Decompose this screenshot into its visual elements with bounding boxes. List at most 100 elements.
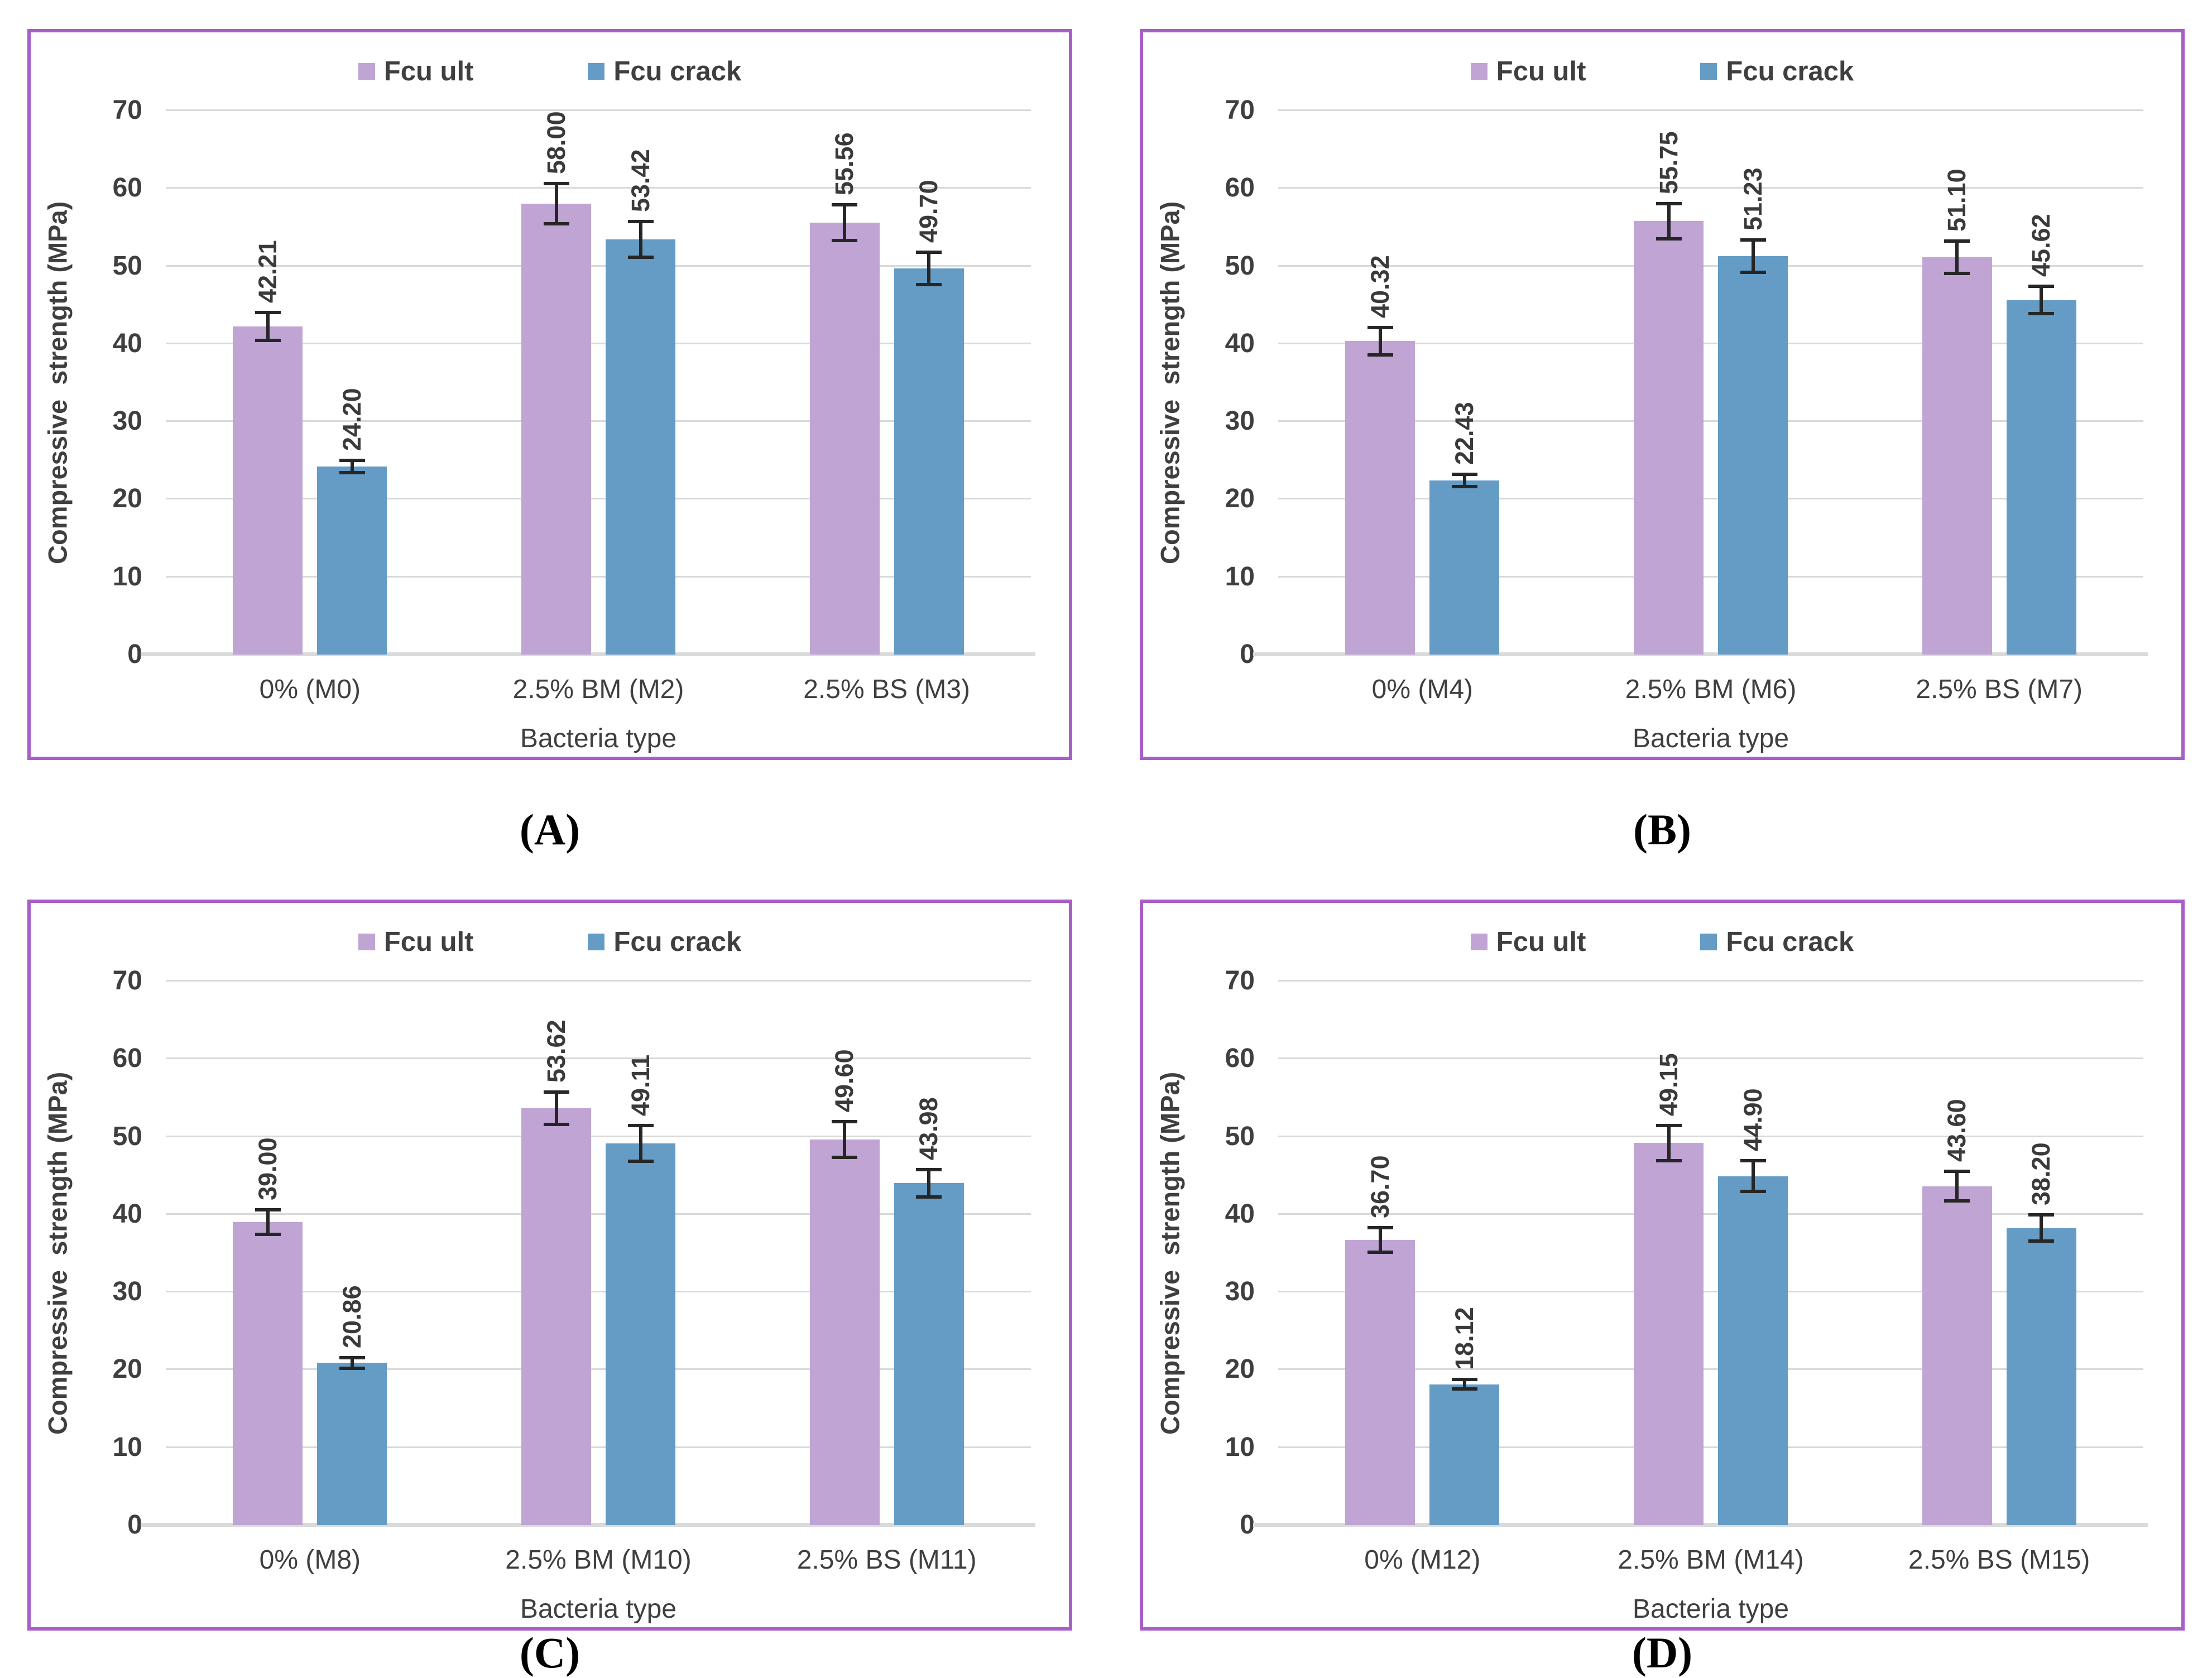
bar-value-label: 49.70 [914, 180, 943, 243]
error-bar-stem [2040, 1213, 2043, 1243]
legend-swatch-icon [1700, 934, 1717, 950]
bar-value-label: 20.86 [337, 1285, 366, 1348]
error-bar [2028, 284, 2055, 316]
y-tick-labels: 0 10 20 30 40 50 60 70 [1143, 97, 1261, 668]
x-category-label: 2.5% BM (M14) [1618, 1545, 1804, 1575]
x-axis-title: Bacteria type [1632, 1594, 1789, 1624]
legend-swatch-icon [1700, 63, 1717, 80]
error-bar-stem [554, 182, 558, 226]
x-category-labels: 0% (M0) 2.5% BM (M2) 2.5% BS (M3) [166, 674, 1031, 713]
legend-swatch-icon [358, 63, 375, 80]
y-tick-label: 10 [1225, 561, 1255, 592]
error-bar [916, 250, 942, 286]
error-bar-stem [350, 459, 354, 474]
bar-fcu_crack [894, 1183, 964, 1525]
bar-fcu_ult [809, 1139, 880, 1525]
error-bar-cap [916, 1195, 942, 1199]
gridline [1278, 187, 2143, 189]
error-bar-cap [1740, 1190, 1766, 1194]
bar-fcu_ult [1922, 1186, 1992, 1525]
error-bar [832, 203, 858, 242]
y-tick-label: 10 [112, 1432, 142, 1462]
error-bar-stem [1462, 1378, 1466, 1391]
y-tick-label: 70 [1225, 95, 1255, 125]
y-tick-label: 70 [112, 966, 142, 996]
error-bar [1740, 1158, 1766, 1194]
error-bar-cap [255, 338, 281, 342]
y-tick-label: 0 [1240, 1510, 1255, 1540]
error-bar-stem [927, 250, 931, 286]
y-tick-label: 20 [112, 484, 142, 514]
error-bar [1944, 239, 1970, 276]
bar-value-label: 49.11 [626, 1055, 655, 1117]
bar-fcu_ult [521, 204, 591, 655]
gridline [166, 1291, 1031, 1293]
error-bar-cap [1656, 237, 1682, 241]
y-tick-label: 20 [112, 1354, 142, 1384]
x-category-label: 2.5% BM (M6) [1625, 675, 1797, 704]
error-bar [543, 1090, 569, 1127]
error-bar-cap [339, 1367, 365, 1370]
y-tick-label: 60 [112, 1044, 142, 1074]
error-bar-stem [843, 203, 847, 242]
plot-area: 40.32 22.43 55.75 51.23 51.10 45.62 [1253, 109, 2148, 656]
bar-value-label: 18.12 [1450, 1307, 1479, 1371]
bar-value-label: 36.70 [1365, 1155, 1394, 1218]
y-tick-label: 40 [112, 328, 142, 358]
bar-value-label: 39.00 [253, 1137, 282, 1200]
error-bar-cap [916, 282, 942, 286]
plot-area: 42.21 24.20 58.00 53.42 55.56 49.70 [141, 109, 1035, 656]
gridline [166, 575, 1031, 578]
x-category-label: 0% (M8) [259, 1545, 361, 1575]
bar-fcu_crack [606, 239, 675, 655]
y-tick-label: 0 [1240, 640, 1255, 669]
gridline [166, 265, 1031, 267]
y-tick-label: 70 [112, 95, 142, 125]
legend-item-label: Fcu ult [1496, 927, 1586, 957]
error-bar-stem [1955, 239, 1959, 276]
gridline [1278, 420, 2143, 422]
x-category-label: 2.5% BS (M11) [796, 1545, 977, 1575]
error-bar [1656, 1123, 1682, 1163]
error-bar-cap [2028, 312, 2055, 316]
gridline [166, 1368, 1031, 1371]
plot-area: 39.00 20.86 53.62 49.11 49.60 43.98 [141, 980, 1035, 1527]
legend-item-fcu-ult: Fcu ult [1470, 926, 1586, 958]
gridline [166, 420, 1031, 422]
legend-item-label: Fcu crack [1726, 56, 1854, 86]
gridline [166, 1135, 1031, 1137]
bar-fcu_crack [1718, 256, 1788, 655]
y-tick-label: 60 [1225, 1044, 1255, 1074]
error-bar-cap [255, 1232, 281, 1236]
chart-panel-d: Fcu ult Fcu crack Compressive strength (M… [1140, 900, 2185, 1631]
bar-value-label: 58.00 [541, 111, 570, 175]
error-bar-stem [1667, 1123, 1671, 1163]
y-tick-label: 60 [1225, 173, 1255, 203]
legend-item-fcu-ult: Fcu ult [358, 926, 473, 958]
gridline [1278, 1057, 2143, 1060]
bar-value-label: 43.60 [1942, 1099, 1971, 1162]
error-bar-cap [832, 1155, 858, 1159]
figure-panel-a: Fcu ult Fcu crack Compressive strength (M… [27, 29, 1072, 900]
bar-value-label: 42.21 [253, 240, 282, 304]
bar-fcu_crack [1429, 1384, 1500, 1525]
y-tick-label: 10 [1225, 1432, 1255, 1462]
error-bar-cap [627, 1159, 654, 1163]
chart-legend: Fcu ult Fcu crack [31, 926, 1069, 958]
legend-item-fcu-crack: Fcu crack [1700, 926, 1854, 958]
error-bar-cap [1451, 484, 1477, 488]
gridline [1278, 1446, 2143, 1448]
bar-fcu_ult [809, 223, 880, 655]
bar-fcu_ult [233, 326, 303, 655]
x-category-label: 0% (M0) [259, 675, 361, 704]
error-bar-stem [2040, 284, 2043, 316]
y-tick-label: 60 [112, 173, 142, 203]
bar-value-label: 49.15 [1654, 1052, 1683, 1116]
legend-item-fcu-ult: Fcu ult [1470, 56, 1586, 87]
error-bar-stem [1751, 1158, 1755, 1194]
error-bar [1367, 1225, 1393, 1254]
legend-item-label: Fcu crack [613, 927, 742, 957]
gridline [1278, 1213, 2143, 1215]
error-bar-cap [1944, 1199, 1970, 1203]
